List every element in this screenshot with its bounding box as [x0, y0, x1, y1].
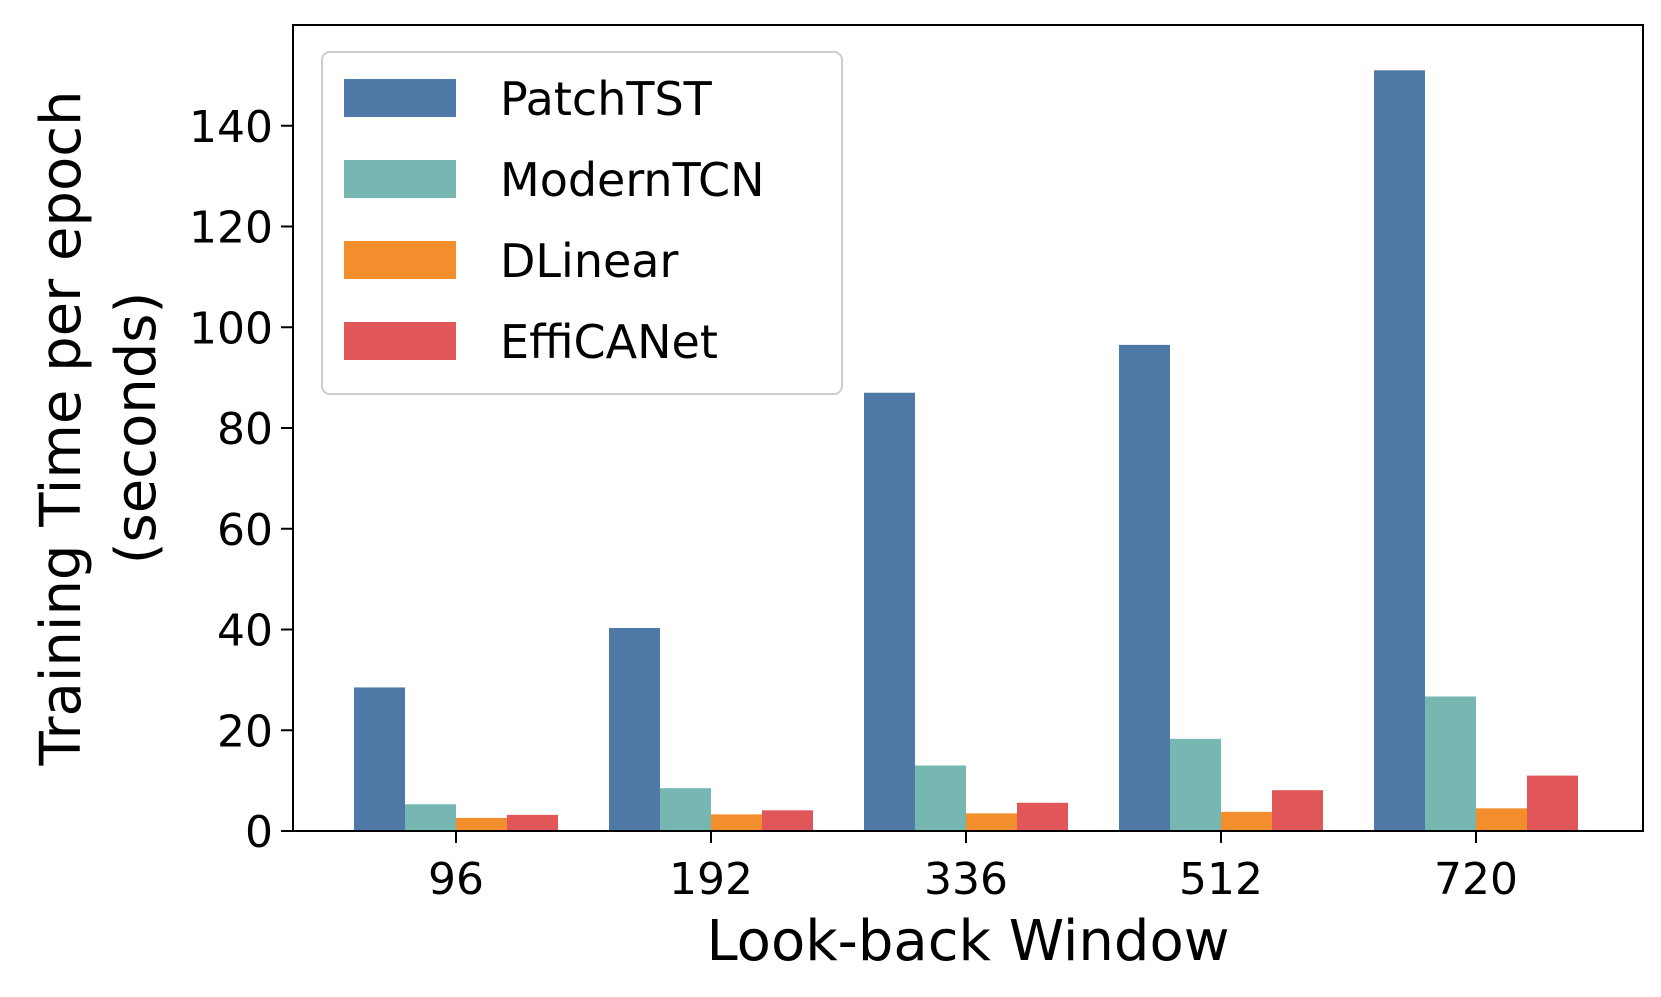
y-axis-title-line2: (seconds) [104, 292, 169, 565]
bar-patchtst-96 [354, 687, 405, 831]
legend-label-efficanet: EffiCANet [500, 315, 718, 369]
y-axis-title-line1: Training Time per epoch [29, 91, 94, 767]
y-tick-label: 140 [189, 102, 273, 153]
y-tick-label: 0 [245, 807, 273, 858]
y-tick-label: 40 [217, 606, 273, 657]
bar-dlinear-720 [1476, 808, 1527, 831]
bar-efficanet-192 [762, 810, 813, 831]
y-tick-label: 100 [189, 303, 273, 354]
x-axis: 96 192 336 512 720 [428, 831, 1518, 905]
bar-dlinear-336 [966, 813, 1017, 831]
y-tick-label: 60 [217, 505, 273, 556]
bar-moderntcn-192 [660, 788, 711, 831]
bars-layer [354, 70, 1578, 831]
x-tick-label: 336 [924, 854, 1008, 905]
bar-dlinear-512 [1221, 811, 1272, 831]
bar-moderntcn-96 [405, 804, 456, 831]
bar-patchtst-336 [864, 392, 915, 831]
y-tick-label: 20 [217, 706, 273, 757]
legend-label-dlinear: DLinear [500, 234, 678, 288]
legend-swatch-patchtst [344, 79, 456, 117]
x-tick-label: 192 [669, 854, 753, 905]
bar-moderntcn-336 [915, 765, 966, 831]
x-tick-label: 512 [1179, 854, 1263, 905]
bar-dlinear-96 [456, 817, 507, 831]
y-tick-label: 80 [217, 404, 273, 455]
bar-dlinear-192 [711, 814, 762, 831]
x-axis-title: Look-back Window [706, 909, 1229, 974]
bar-patchtst-512 [1119, 344, 1170, 831]
y-axis: 0 20 40 60 80 100 120 140 [189, 102, 293, 858]
x-tick-label: 96 [428, 854, 484, 905]
bar-patchtst-192 [609, 627, 660, 831]
bar-efficanet-720 [1527, 775, 1578, 831]
y-tick-label: 120 [189, 203, 273, 254]
bar-moderntcn-720 [1425, 696, 1476, 831]
bar-moderntcn-512 [1170, 738, 1221, 831]
legend-swatch-moderntcn [344, 160, 456, 198]
bar-efficanet-96 [507, 814, 558, 831]
x-tick-label: 720 [1434, 854, 1518, 905]
legend-swatch-efficanet [344, 322, 456, 360]
legend: PatchTST ModernTCN DLinear EffiCANet [321, 51, 843, 395]
bar-patchtst-720 [1374, 70, 1425, 831]
legend-label-moderntcn: ModernTCN [500, 153, 765, 207]
bar-efficanet-512 [1272, 790, 1323, 831]
legend-swatch-dlinear [344, 241, 456, 279]
legend-frame [321, 51, 843, 395]
legend-label-patchtst: PatchTST [500, 72, 713, 126]
bar-efficanet-336 [1017, 802, 1068, 831]
